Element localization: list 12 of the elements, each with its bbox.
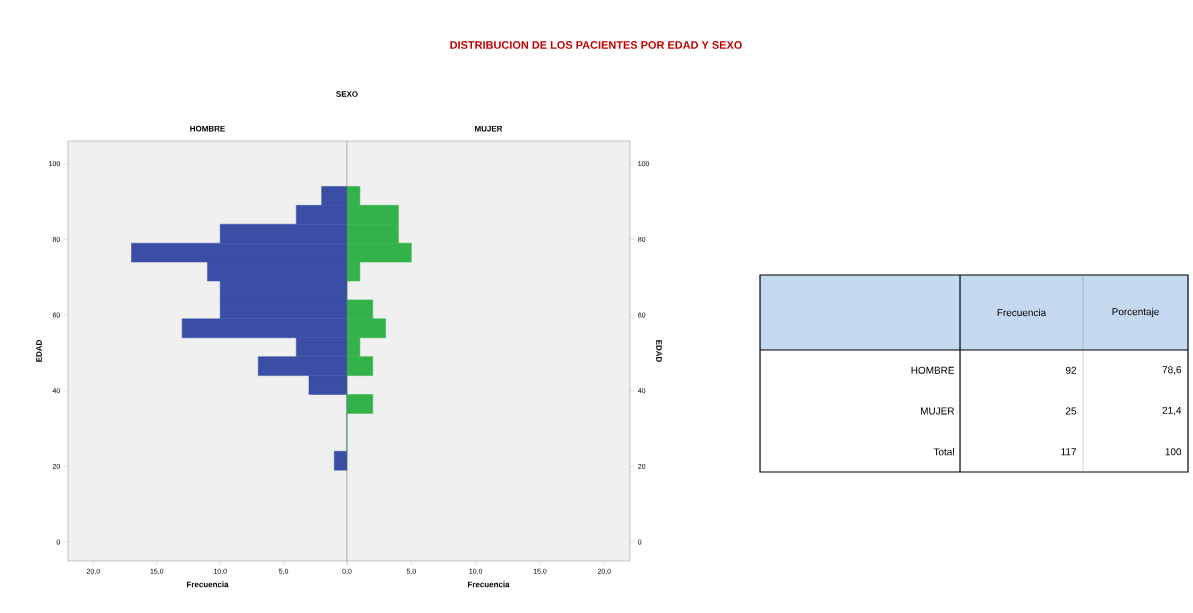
text: 78,6 — [1162, 366, 1182, 375]
text: 92 — [1065, 366, 1076, 374]
text: 25 — [1065, 407, 1077, 415]
category-label: Frecuencia — [997, 308, 1047, 317]
category-label: Total — [933, 448, 954, 456]
category-label: Porcentaje — [1112, 307, 1159, 318]
category-label: MUJER — [920, 407, 955, 415]
text: DISTRIBUCION DE LOS PACIENTES POR EDAD Y SEXO — [450, 41, 742, 49]
category-label: HOMBRE — [911, 366, 955, 374]
text: 117 — [1061, 448, 1076, 456]
text: 100 — [1165, 448, 1182, 456]
text: 21,4 — [1162, 406, 1182, 416]
